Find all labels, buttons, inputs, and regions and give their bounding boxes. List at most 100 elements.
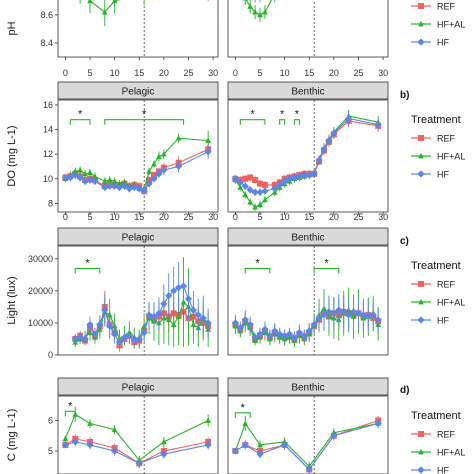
data-point — [305, 465, 313, 474]
data-point — [87, 420, 93, 426]
legend-key-marker — [417, 38, 425, 46]
series-hf — [231, 112, 382, 196]
significance-bracket: * — [293, 109, 300, 125]
data-point — [116, 180, 123, 187]
data-point — [241, 182, 249, 190]
data-point — [161, 438, 167, 445]
y-tick-label: 10 — [43, 174, 53, 184]
legend: REF HF+AL HF — [411, 2, 465, 48]
data-point — [92, 173, 98, 179]
data-point — [252, 8, 258, 15]
data-point — [345, 114, 353, 123]
data-point — [281, 177, 289, 185]
data-point — [315, 156, 323, 164]
data-point — [86, 176, 94, 184]
data-point — [101, 306, 109, 314]
data-point — [111, 447, 119, 455]
y-axis-label: C (mg L-1) — [6, 409, 18, 462]
data-point — [86, 441, 94, 449]
data-point — [111, 330, 119, 338]
data-point — [199, 314, 207, 322]
data-point — [256, 450, 264, 458]
data-point — [150, 175, 158, 183]
bracket-line — [239, 119, 266, 125]
data-point — [61, 173, 69, 182]
x-tick-label: 15 — [304, 212, 314, 222]
data-point — [276, 181, 284, 189]
x-tick-label: 5 — [87, 68, 92, 78]
data-point — [242, 420, 249, 426]
data-point — [87, 0, 93, 4]
significance-bracket: * — [313, 257, 340, 274]
data-point — [120, 182, 129, 190]
legend: Treatment REF HF+AL HF — [411, 260, 465, 326]
x-tick-label: 25 — [353, 68, 363, 78]
x-tick-label: 20 — [329, 68, 339, 78]
legend-title: Treatment — [411, 260, 461, 272]
series-hf — [231, 418, 382, 474]
data-point — [146, 168, 152, 174]
data-point — [295, 172, 303, 180]
bracket-line — [234, 412, 251, 418]
data-point — [310, 170, 318, 178]
x-tick-label: 10 — [110, 212, 120, 222]
facet-benthic: Benthic * * — [227, 227, 389, 356]
data-point — [111, 426, 118, 433]
facet-strip-label: Benthic — [291, 383, 324, 394]
data-point — [82, 170, 88, 177]
data-point — [252, 203, 258, 210]
legend-key-marker — [418, 3, 424, 9]
data-point — [125, 332, 133, 340]
facet-strip — [57, 227, 219, 246]
data-point — [256, 188, 264, 196]
data-point — [101, 183, 109, 191]
data-point — [305, 171, 313, 179]
data-point — [194, 311, 202, 319]
x-tick-label: 20 — [329, 212, 339, 222]
facet-strip-label: Benthic — [291, 233, 324, 244]
legend-label: HF — [437, 170, 449, 180]
data-point — [62, 435, 69, 442]
data-point — [120, 333, 129, 341]
series-line — [88, 0, 121, 13]
x-tick-label: 30 — [208, 68, 218, 78]
data-point — [151, 160, 157, 167]
facet-pelagic: Pelagic * 0 10000 20000 30000 — [28, 227, 219, 360]
data-point — [374, 316, 382, 324]
data-point — [175, 313, 182, 319]
data-point — [161, 150, 167, 157]
facet-pelagic: 8.48.68.8051015202530 — [40, 0, 219, 78]
data-point — [106, 176, 113, 183]
data-point — [155, 309, 163, 317]
legend-key-marker — [418, 135, 424, 141]
significance-bracket: * — [244, 257, 271, 274]
legend-key-marker — [418, 448, 424, 455]
legend-label: HF+AL — [437, 20, 465, 30]
legend-label: REF — [437, 280, 456, 290]
x-tick-label: 20 — [159, 212, 169, 222]
data-point — [81, 335, 89, 343]
data-point — [175, 162, 183, 171]
panel-label: d) — [400, 385, 409, 396]
facet-benthic: Benthic * — [227, 377, 389, 474]
data-point — [91, 177, 99, 185]
plot-content: * — [71, 246, 212, 355]
data-point — [285, 175, 294, 183]
y-tick-label: 14 — [43, 125, 53, 135]
data-point — [369, 311, 377, 319]
legend-label: HF+AL — [437, 298, 465, 308]
data-point — [345, 311, 353, 319]
x-tick-label: 25 — [183, 212, 193, 222]
data-point — [281, 441, 289, 449]
legend-item-ref: REF — [411, 2, 456, 12]
data-point — [261, 181, 268, 188]
legend-key-marker — [418, 20, 424, 27]
data-point — [271, 327, 279, 335]
y-tick-label: 8.4 — [40, 38, 53, 48]
data-point — [76, 333, 84, 341]
series-hf — [71, 260, 212, 349]
data-point — [374, 419, 382, 428]
data-point — [315, 314, 323, 322]
facet-pelagic: Pelagic * 5 6 — [48, 377, 219, 474]
significance-bracket: * — [234, 402, 251, 418]
